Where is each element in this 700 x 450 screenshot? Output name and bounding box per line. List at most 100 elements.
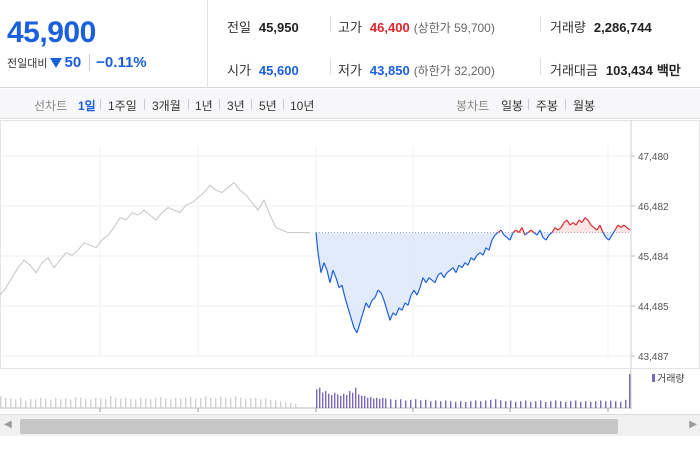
volume-bar <box>420 400 422 408</box>
price-segment <box>488 239 493 251</box>
price-segment <box>626 227 631 231</box>
volume-bar <box>290 402 292 408</box>
volume-bar <box>275 400 277 408</box>
y-tick-label: 44,485 <box>638 302 669 313</box>
volume-bar <box>379 398 381 408</box>
volume-bar <box>295 403 297 408</box>
stat-value: 43,850 <box>369 63 410 78</box>
price-segment <box>326 270 331 283</box>
volume-bar <box>120 398 122 408</box>
price-segment <box>434 274 439 283</box>
divider <box>283 99 284 110</box>
stat-volume: 거래량 2,286,744 <box>550 17 652 36</box>
above-ref-area <box>316 217 630 233</box>
stat-label: 고가 <box>338 20 362 35</box>
volume-bar <box>225 397 227 408</box>
period-10y[interactable]: 10년 <box>290 99 315 113</box>
price-segment <box>614 224 619 231</box>
stat-label: 거래량 <box>550 20 586 35</box>
stat-high: 고가 46,400 (상한가 59,700) <box>338 17 495 36</box>
price-segment <box>536 229 541 236</box>
price-segment <box>578 219 583 224</box>
price-segment <box>344 297 349 308</box>
price-segment <box>533 232 538 236</box>
volume-bar <box>340 395 342 408</box>
price-segment <box>467 257 472 266</box>
price-segment <box>443 272 448 279</box>
volume-bar <box>550 401 552 408</box>
price-segment <box>602 232 607 238</box>
volume-bar <box>545 401 547 408</box>
divider <box>100 99 101 110</box>
volume-bar <box>115 397 117 408</box>
period-3y[interactable]: 3년 <box>227 99 245 113</box>
price-segment <box>575 219 580 226</box>
candle-weekly[interactable]: 주봉 <box>536 99 559 113</box>
price-segment <box>380 292 385 301</box>
price-segment <box>410 289 415 296</box>
stat-value: 2,286,744 <box>593 20 652 35</box>
period-3m[interactable]: 3개월 <box>152 99 181 113</box>
stat-sub: (상한가 59,700) <box>413 21 495 35</box>
price-segment <box>386 310 391 321</box>
price-segment <box>428 277 433 281</box>
price-segment <box>383 300 388 311</box>
volume-bar <box>180 398 182 408</box>
volume-bar <box>325 391 327 408</box>
volume-bar <box>250 398 252 408</box>
volume-bar <box>322 392 324 408</box>
volume-bar <box>610 400 612 408</box>
volume-bar <box>480 401 482 408</box>
volume-bar <box>405 400 407 408</box>
period-1d[interactable]: 1일 <box>78 99 96 113</box>
volume-bar <box>358 394 360 408</box>
volume-bar <box>10 398 12 408</box>
volume-bar <box>430 401 432 408</box>
volume-bar <box>55 397 57 408</box>
price-segment <box>470 257 475 261</box>
volume-bar <box>90 399 92 408</box>
price-segment <box>620 224 625 229</box>
scroll-left-icon[interactable]: ◀ <box>4 419 12 430</box>
volume-bar <box>40 397 42 408</box>
price-segment <box>323 262 328 271</box>
volume-bar <box>346 395 348 408</box>
price-segment <box>353 327 358 334</box>
price-segment <box>506 237 511 241</box>
price-segment <box>458 264 463 269</box>
volume-bar <box>30 398 32 408</box>
volume-bar <box>170 399 172 408</box>
period-5y[interactable]: 5년 <box>259 99 277 113</box>
price-segment <box>446 269 451 274</box>
scroll-right-icon[interactable]: ▶ <box>689 419 697 430</box>
price-segment <box>491 234 496 241</box>
price-segment <box>407 295 412 306</box>
stat-value: 46,400 <box>369 20 410 35</box>
period-1y[interactable]: 1년 <box>195 99 213 113</box>
price-segment <box>572 222 577 226</box>
candle-daily[interactable]: 일봉 <box>501 99 524 113</box>
volume-bar <box>382 397 384 408</box>
chart-scrollbar[interactable]: ◀ ▶ <box>0 414 700 436</box>
price-segment <box>581 217 586 223</box>
volume-bar <box>165 398 167 408</box>
period-1w[interactable]: 1주일 <box>108 99 137 113</box>
volume-bar <box>475 400 477 408</box>
price-segment <box>479 252 484 256</box>
volume-bar <box>185 397 187 408</box>
price-segment <box>527 229 532 234</box>
volume-bar <box>555 400 557 408</box>
volume-bar <box>515 401 517 408</box>
price-segment <box>530 229 535 234</box>
price-segment <box>437 272 442 276</box>
volume-bar <box>505 401 507 408</box>
volume-bar <box>195 398 197 408</box>
divider <box>144 99 145 110</box>
scroll-thumb[interactable] <box>20 419 618 434</box>
candle-monthly[interactable]: 월봉 <box>573 99 596 113</box>
volume-bar <box>110 396 112 408</box>
price-segment <box>596 224 601 231</box>
volume-legend-swatch <box>652 374 655 382</box>
price-segment <box>560 222 565 228</box>
divider <box>188 99 189 110</box>
